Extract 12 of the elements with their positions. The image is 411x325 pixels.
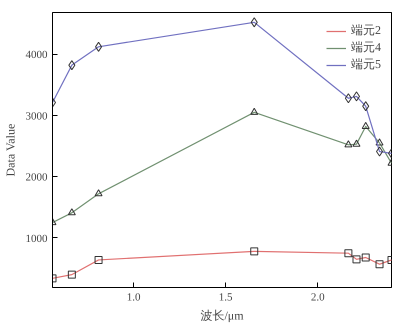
x-tick-label: 2.0 bbox=[310, 292, 326, 304]
legend-label: 端元2 bbox=[351, 22, 381, 39]
y-tick-label: 3000 bbox=[26, 110, 48, 122]
y-tick-label: 1000 bbox=[26, 232, 48, 245]
legend-label: 端元5 bbox=[351, 56, 381, 73]
x-axis-title: 波长/μm bbox=[200, 308, 244, 322]
x-tick-label: 1.5 bbox=[218, 292, 234, 304]
legend-label: 端元4 bbox=[351, 39, 381, 56]
y-axis-title: Data Value bbox=[4, 124, 18, 176]
y-tick-label: 2000 bbox=[26, 172, 48, 184]
y-tick-label: 4000 bbox=[26, 49, 48, 62]
x-tick-label: 1.0 bbox=[126, 292, 141, 304]
